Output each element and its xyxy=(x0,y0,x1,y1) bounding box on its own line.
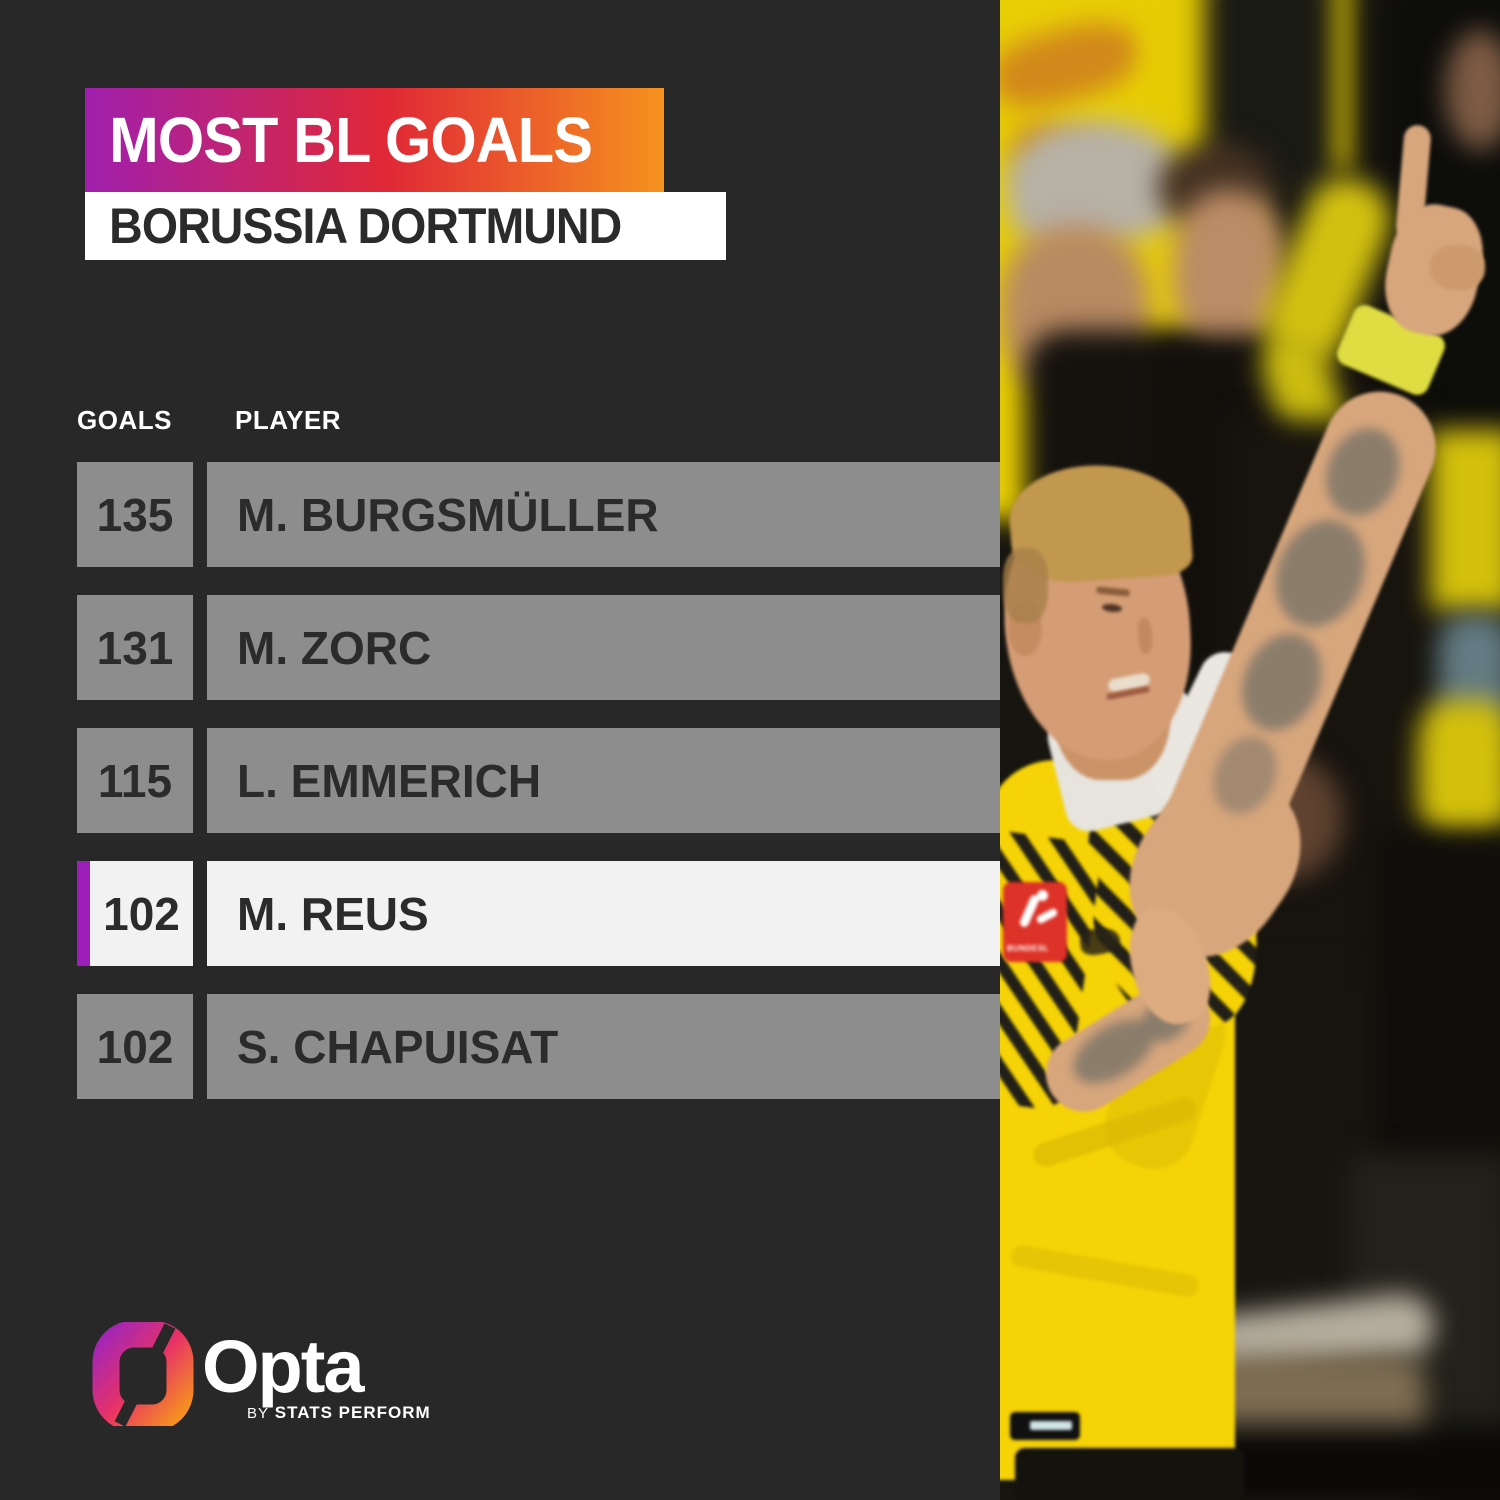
badge-text: BUNDESL xyxy=(1007,944,1050,953)
goals-cell: 102 xyxy=(77,994,193,1099)
photo-stand-yellow xyxy=(1418,700,1500,840)
page-subtitle: BORUSSIA DORTMUND xyxy=(109,198,622,254)
goals-column-header: GOALS xyxy=(77,405,172,435)
player-cell: M. ZORC xyxy=(207,595,1000,700)
table-row: 135 M. BURGSMÜLLER xyxy=(77,462,1000,567)
byline-name: STATS PERFORM xyxy=(274,1403,431,1422)
subtitle-banner: BORUSSIA DORTMUND xyxy=(85,192,726,260)
stats-table: 135 M. BURGSMÜLLER 131 M. ZORC 115 L. EM… xyxy=(77,462,1000,1127)
arm-tattoo xyxy=(1201,726,1289,824)
opta-logo-icon xyxy=(92,1322,194,1426)
arm-tattoo xyxy=(1227,621,1336,743)
brand-wordmark: Opta xyxy=(202,1325,365,1408)
title-banner: MOST BL GOALS xyxy=(85,88,664,192)
table-row-highlighted: 102 M. REUS xyxy=(77,861,1000,966)
page-title: MOST BL GOALS xyxy=(109,104,593,176)
goals-cell: 115 xyxy=(77,728,193,833)
table-row: 102 S. CHAPUISAT xyxy=(77,994,1000,1099)
brand-byline: BY STATS PERFORM xyxy=(247,1403,431,1423)
table-row: 115 L. EMMERICH xyxy=(77,728,1000,833)
photo-stand-yellow xyxy=(1430,430,1500,610)
player-cell: M. BURGSMÜLLER xyxy=(207,462,1000,567)
player-cell: L. EMMERICH xyxy=(207,728,1000,833)
tag-label xyxy=(1030,1421,1072,1430)
player-knuckles xyxy=(1430,245,1485,290)
player-column-header: PLAYER xyxy=(235,405,342,435)
goals-cell-highlight-accent: 102 xyxy=(77,861,193,966)
goals-cell: 135 xyxy=(77,462,193,567)
player-shorts xyxy=(1015,1448,1245,1500)
photo-crowd-face xyxy=(1445,30,1500,150)
arm-tattoo xyxy=(1313,416,1413,528)
badge-figure xyxy=(1035,907,1059,925)
badge-figure xyxy=(1037,890,1048,901)
table-row: 131 M. ZORC xyxy=(77,595,1000,700)
info-panel: MOST BL GOALS BORUSSIA DORTMUND GOALS PL… xyxy=(77,88,1000,1426)
player-photo: BUNDESL xyxy=(1000,0,1500,1500)
table-header: GOALS PLAYER xyxy=(77,405,1000,441)
player-cell: M. REUS xyxy=(207,861,1000,966)
bundesliga-badge: BUNDESL xyxy=(1003,882,1067,962)
player-hair-side xyxy=(1003,548,1048,623)
jersey-hem-tag xyxy=(1010,1412,1080,1440)
goals-cell: 131 xyxy=(77,595,193,700)
player-cell: S. CHAPUISAT xyxy=(207,994,1000,1099)
byline-prefix: BY xyxy=(247,1405,270,1422)
